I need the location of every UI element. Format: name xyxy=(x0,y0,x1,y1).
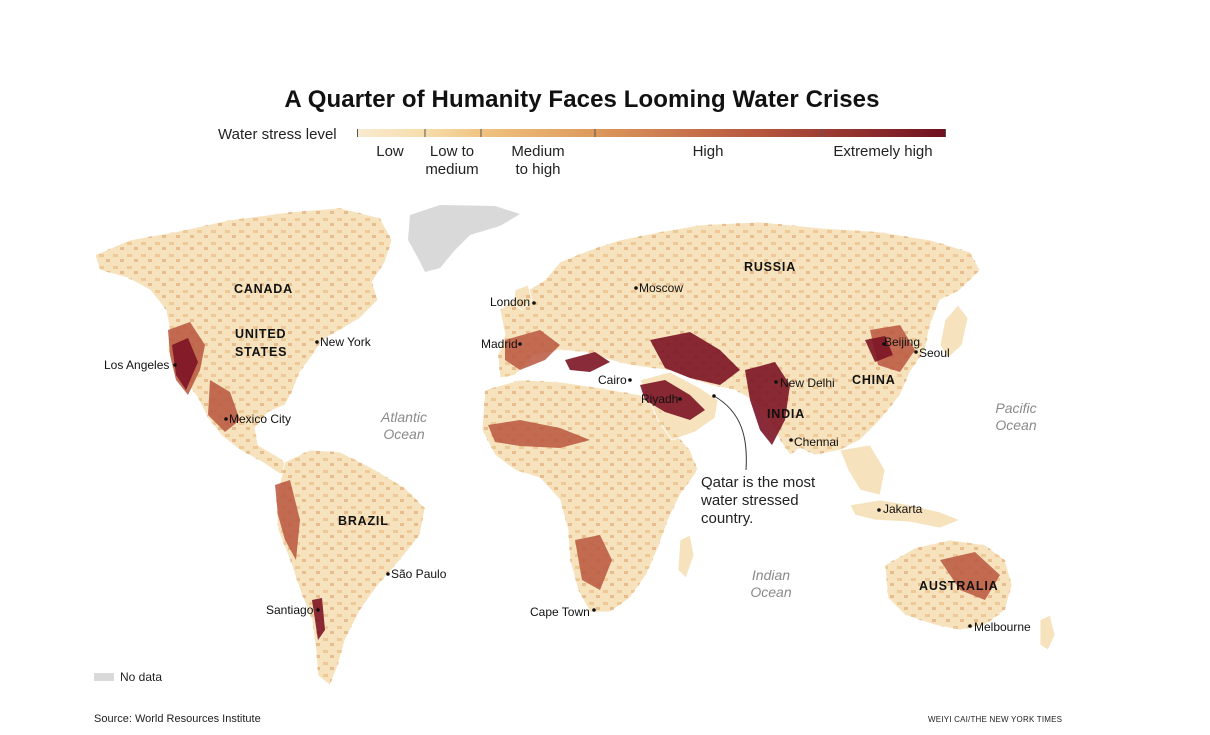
ocean-label-indian-line2: Ocean xyxy=(750,584,791,600)
japan xyxy=(939,304,969,359)
city-label-new-york: New York xyxy=(320,335,372,349)
ocean-label-atlantic-line1: Atlantic xyxy=(380,409,427,425)
city-label-jakarta: Jakarta xyxy=(883,502,923,516)
qatar-marker xyxy=(712,394,716,398)
country-label-states: STATES xyxy=(235,345,287,359)
city-label-riyadh: Riyadh xyxy=(641,392,678,406)
ocean-label-indian-line1: Indian xyxy=(752,567,790,583)
city-label-los-angeles: Los Angeles xyxy=(104,358,169,372)
legend-color-bar xyxy=(357,129,946,137)
legend-category-extremely-high: Extremely high xyxy=(833,143,933,160)
city-label-madrid: Madrid xyxy=(481,337,518,351)
legend-category-medium-to-high: Medium to high xyxy=(511,143,565,178)
city-label-beijing: Beijing xyxy=(884,335,920,349)
source-note: Source: World Resources Institute xyxy=(94,713,261,725)
city-label-chennai: Chennai xyxy=(794,435,839,449)
ocean-label-atlantic-line2: Ocean xyxy=(383,426,424,442)
country-label-china: CHINA xyxy=(852,373,896,387)
city-label-sao-paulo: São Paulo xyxy=(391,567,447,581)
legend-category-high: High xyxy=(692,143,724,160)
country-label-india: INDIA xyxy=(767,407,805,421)
credit-line: WEIYI CAI/THE NEW YORK TIMES xyxy=(928,715,1063,724)
no-data-label: No data xyxy=(120,670,163,684)
page-title: A Quarter of Humanity Faces Looming Wate… xyxy=(284,86,880,113)
city-markers xyxy=(173,286,972,628)
southeast-asia xyxy=(839,444,886,496)
city-label-moscow: Moscow xyxy=(639,281,683,295)
country-label-canada: CANADA xyxy=(234,282,293,296)
stress-texture xyxy=(95,208,1012,685)
city-label-melbourne: Melbourne xyxy=(974,620,1031,634)
city-label-santiago: Santiago xyxy=(266,603,314,617)
country-label-united: UNITED xyxy=(235,327,286,341)
legend-title: Water stress level xyxy=(218,126,337,143)
annotation-leader-line xyxy=(713,395,747,471)
city-label-seoul: Seoul xyxy=(919,346,950,360)
city-label-new-delhi: New Delhi xyxy=(780,376,835,390)
no-data-swatch xyxy=(94,673,114,681)
annotation-line-1: Qatar is the most xyxy=(701,474,816,491)
extremely-high-stress-zones xyxy=(172,332,893,640)
new-zealand xyxy=(1039,614,1056,651)
annotation-line-3: country. xyxy=(701,510,753,527)
city-label-london: London xyxy=(490,295,530,309)
city-label-cairo: Cairo xyxy=(598,373,627,387)
country-label-russia: RUSSIA xyxy=(744,260,796,274)
city-label-cape-town: Cape Town xyxy=(530,605,590,619)
madagascar xyxy=(677,534,695,579)
ocean-label-pacific-line1: Pacific xyxy=(995,400,1036,416)
country-label-brazil: BRAZIL xyxy=(338,514,389,528)
qatar-annotation xyxy=(696,470,830,528)
ocean-label-pacific-line2: Ocean xyxy=(995,417,1036,433)
country-label-australia: AUSTRALIA xyxy=(919,579,998,593)
indonesia xyxy=(849,499,962,529)
legend-category-low: Low xyxy=(376,143,404,160)
city-label-mexico-city: Mexico City xyxy=(229,412,291,426)
annotation-line-2: water stressed xyxy=(700,492,799,509)
legend-category-low-to-medium: Low to medium xyxy=(425,143,479,178)
